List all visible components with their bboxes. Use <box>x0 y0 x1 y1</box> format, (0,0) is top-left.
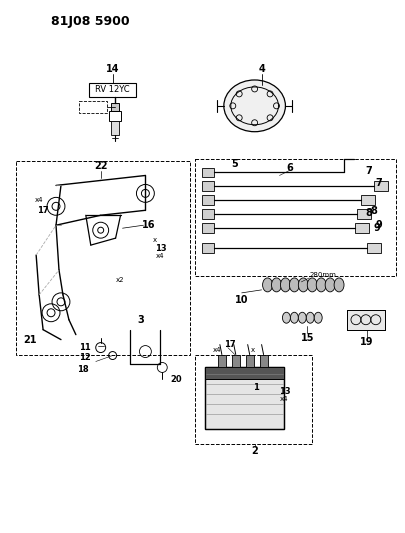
Bar <box>16 160 190 354</box>
Ellipse shape <box>282 312 290 323</box>
Text: 11: 11 <box>79 343 91 352</box>
Text: 5: 5 <box>231 158 238 168</box>
Ellipse shape <box>290 312 298 323</box>
Text: 20: 20 <box>170 375 182 384</box>
Bar <box>205 367 284 379</box>
Ellipse shape <box>224 80 286 132</box>
Bar <box>202 243 214 253</box>
Bar <box>79 101 107 113</box>
Text: 2: 2 <box>251 446 258 456</box>
Text: 17: 17 <box>37 206 49 215</box>
Text: 21: 21 <box>23 335 37 345</box>
Text: 8: 8 <box>371 206 377 216</box>
Bar <box>246 354 254 367</box>
Text: 1: 1 <box>253 383 258 392</box>
Text: 3: 3 <box>137 314 144 325</box>
Bar <box>111 103 119 111</box>
Bar <box>202 167 214 177</box>
Ellipse shape <box>307 278 317 292</box>
Bar <box>205 367 284 429</box>
Text: 6: 6 <box>286 163 293 173</box>
Text: x: x <box>251 346 255 352</box>
Text: 15: 15 <box>301 333 314 343</box>
Text: 17: 17 <box>224 340 236 349</box>
Text: 19: 19 <box>360 337 374 346</box>
Bar <box>347 310 385 330</box>
Ellipse shape <box>298 278 308 292</box>
Bar <box>347 310 385 330</box>
Text: 81J08 5900: 81J08 5900 <box>51 15 130 28</box>
Bar <box>355 223 369 233</box>
Text: x4: x4 <box>213 346 222 352</box>
Bar <box>195 158 396 276</box>
Ellipse shape <box>314 312 322 323</box>
Bar <box>367 243 381 253</box>
Text: 4: 4 <box>258 64 265 74</box>
Ellipse shape <box>306 312 314 323</box>
Text: 14: 14 <box>106 64 119 74</box>
Text: 13: 13 <box>279 387 290 396</box>
Text: 8: 8 <box>365 208 372 219</box>
Bar <box>202 181 214 191</box>
Text: x4: x4 <box>34 197 43 204</box>
Bar <box>347 310 385 330</box>
Text: x2: x2 <box>115 277 124 283</box>
Bar <box>260 354 268 367</box>
Bar <box>202 223 214 233</box>
Ellipse shape <box>262 278 273 292</box>
Text: 9: 9 <box>375 220 382 230</box>
Bar <box>202 196 214 205</box>
Text: x: x <box>152 237 156 243</box>
Bar <box>232 354 240 367</box>
Text: 22: 22 <box>94 160 107 171</box>
Text: x4: x4 <box>156 253 164 259</box>
Ellipse shape <box>271 278 281 292</box>
Bar <box>374 181 388 191</box>
Bar <box>202 209 214 219</box>
Ellipse shape <box>325 278 335 292</box>
Text: 10: 10 <box>235 295 249 305</box>
Text: RV 12YC: RV 12YC <box>95 85 130 94</box>
Bar <box>89 83 136 97</box>
Bar <box>195 354 312 444</box>
Bar <box>109 111 121 121</box>
Text: 280mm: 280mm <box>309 272 336 278</box>
Ellipse shape <box>316 278 326 292</box>
Text: 7: 7 <box>375 179 382 189</box>
Bar <box>218 354 226 367</box>
Ellipse shape <box>334 278 344 292</box>
Ellipse shape <box>290 278 299 292</box>
Text: 12: 12 <box>79 353 91 362</box>
Bar <box>111 121 119 135</box>
Text: x4: x4 <box>280 397 289 402</box>
Ellipse shape <box>298 312 306 323</box>
Bar <box>361 196 375 205</box>
Text: 13: 13 <box>156 244 167 253</box>
Text: 16: 16 <box>142 220 155 230</box>
Text: 7: 7 <box>365 166 372 175</box>
Text: 18: 18 <box>77 365 89 374</box>
Bar <box>205 367 284 429</box>
Ellipse shape <box>280 278 290 292</box>
Bar <box>357 209 371 219</box>
Text: 9: 9 <box>373 223 380 233</box>
